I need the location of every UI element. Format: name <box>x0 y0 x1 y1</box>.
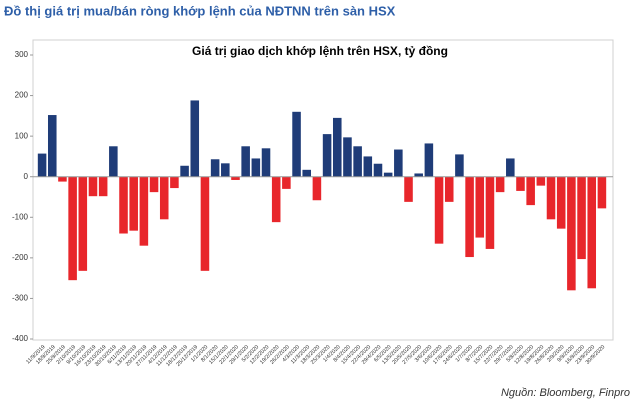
bar <box>292 111 301 177</box>
bar <box>210 159 220 177</box>
bar <box>383 172 393 177</box>
y-tick-label: 300 <box>15 50 29 59</box>
bar <box>119 176 128 234</box>
bar <box>495 176 505 193</box>
bar <box>332 117 342 177</box>
bar <box>587 176 597 289</box>
bar <box>536 176 546 186</box>
y-tick-label: 0 <box>24 172 29 181</box>
bar <box>282 176 291 189</box>
bar <box>546 176 556 220</box>
bar <box>190 100 200 177</box>
bar <box>88 176 98 197</box>
bar <box>485 176 495 249</box>
bar <box>139 176 149 246</box>
bar <box>302 169 312 177</box>
y-tick-label: -200 <box>12 253 29 262</box>
bar <box>526 176 535 206</box>
bar <box>556 176 566 229</box>
bar <box>465 176 474 258</box>
y-tick-label: -100 <box>12 212 29 221</box>
bar <box>343 137 352 177</box>
bar <box>231 176 240 180</box>
bar <box>322 134 332 177</box>
bar <box>434 176 444 244</box>
bar <box>200 176 210 271</box>
bar <box>241 146 250 177</box>
bar <box>353 146 362 177</box>
bar <box>170 176 179 189</box>
y-tick-label: -300 <box>12 294 29 303</box>
bar <box>597 176 607 209</box>
source: Nguồn: Bloomberg, Finpro <box>501 387 630 399</box>
bar <box>149 176 159 193</box>
bar <box>577 176 586 260</box>
bar <box>58 176 67 182</box>
bar <box>251 158 261 177</box>
bar <box>37 153 47 177</box>
bar <box>68 176 77 281</box>
bar <box>444 176 454 202</box>
plot-frame <box>32 39 614 341</box>
chart-title: Giá trị giao dịch khớp lệnh trên HSX, tỷ… <box>192 44 448 58</box>
bar <box>363 156 373 177</box>
page-title: Đồ thị giá trị mua/bán ròng khớp lệnh củ… <box>4 3 396 18</box>
y-tick-label: 100 <box>15 131 29 140</box>
bar <box>271 176 281 223</box>
bar <box>567 176 576 291</box>
bar <box>404 176 413 202</box>
y-tick-label: -400 <box>12 334 29 343</box>
bar <box>312 176 322 201</box>
bar <box>261 148 271 177</box>
bar <box>455 154 464 177</box>
bar <box>394 149 403 177</box>
y-tick-label: 200 <box>15 91 29 100</box>
bar <box>475 176 485 238</box>
bar <box>516 176 525 191</box>
bar <box>221 163 230 177</box>
bar <box>424 143 434 177</box>
bar <box>129 176 138 231</box>
bar <box>47 115 57 177</box>
bar <box>414 173 423 177</box>
bar <box>506 158 515 177</box>
bar <box>373 163 383 177</box>
bar <box>78 176 88 271</box>
bar <box>109 146 118 177</box>
bar <box>180 165 189 177</box>
bar <box>159 176 169 220</box>
bar <box>98 176 108 197</box>
